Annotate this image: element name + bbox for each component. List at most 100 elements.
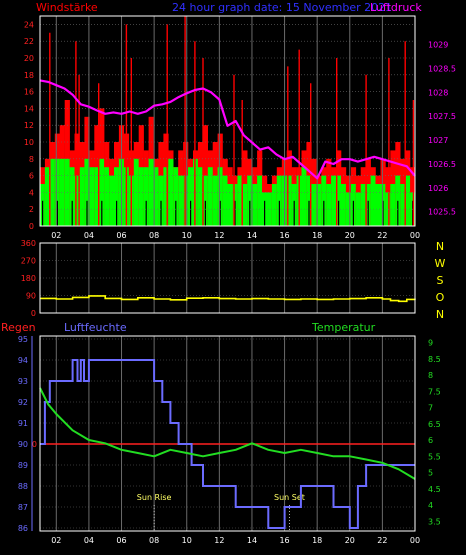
p3-time-tick-label: 22 — [377, 536, 387, 545]
wind-tick-label: 20 — [24, 54, 34, 63]
pressure-tick-label: 1025.5 — [428, 208, 456, 217]
wind-title: Windstärke — [36, 1, 98, 14]
wind-calm-stripe — [293, 200, 295, 226]
dir-tick-label: 90 — [26, 292, 36, 301]
wind-avg-bar — [370, 175, 376, 226]
wind-tick-label: 14 — [24, 104, 34, 113]
temperature-tick-label: 4 — [428, 501, 433, 510]
temperature-tick-label: 3.5 — [428, 517, 441, 526]
wind-tick-label: 24 — [24, 20, 34, 29]
humidity-tick-label: 87 — [18, 503, 28, 512]
wind-calm-stripe — [234, 200, 236, 226]
compass-label: W — [435, 257, 446, 270]
wind-avg-bar — [360, 184, 366, 226]
sun-event-label: Sun Rise — [137, 493, 172, 502]
humidity-tick-label: 91 — [18, 419, 28, 428]
wind-avg-bar — [217, 167, 223, 226]
p1-time-tick-label: 22 — [377, 231, 387, 240]
wind-avg-bar — [79, 167, 85, 226]
wind-tick-label: 18 — [24, 71, 34, 80]
wind-calm-stripe — [71, 200, 73, 226]
wind-avg-bar — [143, 167, 149, 226]
wind-avg-bar — [178, 175, 184, 226]
wind-tick-label: 4 — [29, 188, 34, 197]
wind-avg-bar — [173, 167, 179, 226]
wind-avg-bar — [326, 184, 332, 226]
wind-avg-bar — [316, 184, 322, 226]
wind-calm-stripe — [412, 200, 414, 226]
wind-tick-label: 22 — [24, 37, 34, 46]
p1-time-tick-label: 06 — [116, 231, 126, 240]
wind-avg-bar — [311, 184, 317, 226]
wind-avg-bar — [242, 184, 248, 226]
p3-time-tick-label: 02 — [51, 536, 61, 545]
wind-avg-bar — [84, 158, 90, 226]
temperature-tick-label: 7.5 — [428, 387, 441, 396]
wind-avg-bar — [94, 167, 100, 226]
wind-calm-stripe — [101, 200, 103, 226]
wind-avg-bar — [252, 184, 258, 226]
wind-calm-stripe — [323, 200, 325, 226]
wind-avg-bar — [69, 167, 75, 226]
panel1-frame — [39, 15, 416, 227]
wind-calm-stripe — [42, 200, 44, 226]
compass-label: N — [436, 240, 444, 253]
wind-avg-bar — [163, 167, 169, 226]
humidity-tick-label: 90 — [18, 440, 28, 449]
dir-tick-label: 270 — [21, 257, 36, 266]
pressure-tick-label: 1028.5 — [428, 65, 456, 74]
temperature-tick-label: 8.5 — [428, 355, 441, 364]
p1-time-tick-label: 14 — [247, 231, 257, 240]
humidity-tick-label: 93 — [18, 377, 28, 386]
humidity-temperature-panel: 868788899091929394953.544.555.566.577.58… — [18, 335, 441, 545]
p1-time-tick-label: 16 — [279, 231, 289, 240]
wind-calm-stripe — [175, 200, 177, 226]
wind-tick-label: 8 — [29, 155, 34, 164]
pressure-tick-label: 1026 — [428, 184, 448, 193]
p3-time-tick-label: 14 — [247, 536, 257, 545]
pressure-tick-label: 1029 — [428, 41, 448, 50]
wind-avg-bar — [301, 167, 307, 226]
compass-label: N — [436, 308, 444, 321]
wind-calm-stripe — [264, 200, 266, 226]
dir-tick-label: 360 — [21, 239, 36, 248]
wind-avg-bar — [193, 158, 199, 226]
wind-calm-stripe — [382, 200, 384, 226]
p3-time-tick-label: 08 — [149, 536, 159, 545]
wind-avg-bar — [74, 175, 80, 226]
wind-calm-stripe — [397, 200, 399, 226]
wind-avg-bar — [341, 184, 347, 226]
wind-calm-stripe — [86, 200, 88, 226]
wind-avg-bar — [257, 175, 263, 226]
rain-legend: Regen — [1, 321, 36, 334]
pressure-tick-label: 1026.5 — [428, 160, 456, 169]
wind-avg-bar — [212, 175, 218, 226]
humidity-tick-label: 86 — [18, 524, 28, 533]
wind-tick-label: 10 — [24, 138, 34, 147]
wind-calm-stripe — [116, 200, 118, 226]
panel3-frame — [39, 335, 416, 532]
panel2-frame — [39, 242, 416, 314]
p3-time-tick-label: 18 — [312, 536, 322, 545]
temperature-line — [39, 387, 416, 480]
wind-avg-bar — [286, 175, 292, 226]
humidity-tick-label: 92 — [18, 398, 28, 407]
wind-avg-bar — [390, 184, 396, 226]
humidity-tick-label: 88 — [18, 482, 28, 491]
p1-time-tick-label: 18 — [312, 231, 322, 240]
humidity-line — [40, 359, 415, 529]
wind-tick-label: 6 — [29, 172, 34, 181]
rain-tick-label: 0 — [32, 440, 37, 449]
wind-calm-stripe — [219, 200, 221, 226]
wind-avg-bar — [237, 175, 243, 226]
temperature-legend: Temperatur — [311, 321, 376, 334]
wind-calm-stripe — [367, 200, 369, 226]
dir-tick-label: 180 — [21, 274, 36, 283]
wind-avg-bar — [99, 158, 105, 226]
wind-avg-bar — [104, 167, 110, 226]
temperature-tick-label: 4.5 — [428, 485, 441, 494]
pressure-line — [39, 79, 416, 180]
